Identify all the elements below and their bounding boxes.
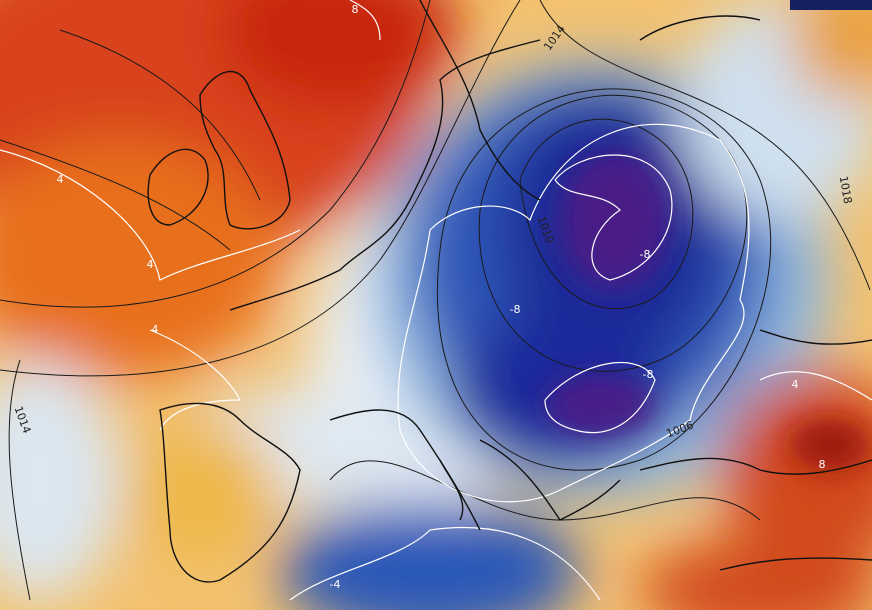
coastlines xyxy=(147,0,872,583)
contour-label: 4 xyxy=(147,258,154,271)
contour-label: -8 xyxy=(510,303,521,316)
contour-label: 8 xyxy=(819,458,826,471)
contour-label: 4 xyxy=(792,378,799,391)
contour-label: 8 xyxy=(352,3,359,16)
contour-label: -4 xyxy=(330,578,341,591)
contour-label: -8 xyxy=(643,368,654,381)
contour-label: 4 xyxy=(57,173,64,186)
contour-label: -8 xyxy=(640,248,651,261)
contour-label: 4 xyxy=(152,323,159,336)
contour-label: 1018 xyxy=(837,175,855,205)
